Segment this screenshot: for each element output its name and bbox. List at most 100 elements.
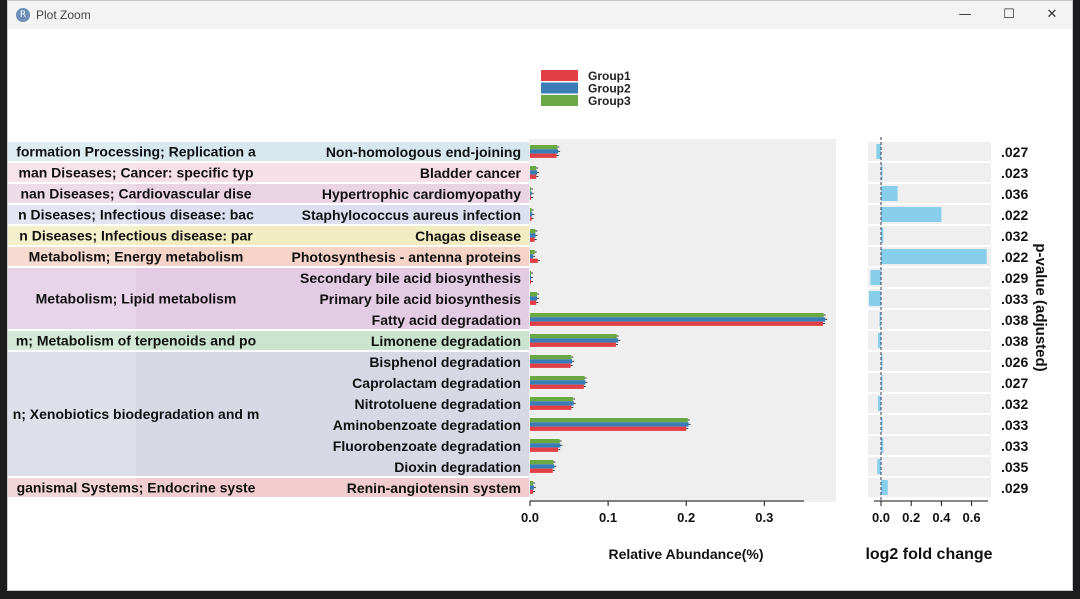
fold-row-bg bbox=[868, 352, 991, 371]
pathway-name-band-9 bbox=[264, 352, 529, 476]
abundance-bar-group3 bbox=[530, 229, 536, 234]
pathway-name-label: Renin-angiotensin system bbox=[347, 480, 521, 496]
fold-change-bar bbox=[881, 249, 987, 264]
pathway-class-label: Metabolism; Lipid metabolism bbox=[36, 291, 237, 307]
abundance-bar-group2 bbox=[530, 380, 586, 385]
pathway-class-label: m; Metabolism of terpenoids and po bbox=[16, 333, 256, 349]
abundance-x-tick-label: 0.0 bbox=[521, 510, 539, 525]
abundance-x-tick-label: 0.3 bbox=[755, 510, 773, 525]
fold-x-tick-label: 0.0 bbox=[872, 510, 890, 525]
pathway-class-label: n; Xenobiotics biodegradation and m bbox=[13, 406, 260, 422]
fold-change-bar bbox=[881, 375, 883, 390]
p-value-axis-title: p-value (adjusted) bbox=[1032, 243, 1049, 371]
fold-x-axis-title: log2 fold change bbox=[865, 546, 992, 563]
maximize-button[interactable]: ☐ bbox=[1003, 7, 1015, 22]
abundance-bar-group1 bbox=[530, 468, 553, 473]
p-value-label: .038 bbox=[1001, 333, 1028, 349]
fold-row-bg bbox=[868, 436, 991, 455]
abundance-bar-group3 bbox=[530, 313, 824, 318]
abundance-bar-group1 bbox=[530, 447, 559, 452]
pathway-band-shade-6 bbox=[8, 247, 136, 266]
abundance-bar-group3 bbox=[530, 292, 538, 297]
pathway-class-label: Metabolism; Energy metabolism bbox=[29, 249, 244, 265]
pathway-band-shade-4 bbox=[8, 205, 136, 224]
pathway-band-shade-1 bbox=[8, 142, 136, 161]
pathway-name-label: Dioxin degradation bbox=[394, 459, 521, 475]
abundance-bar-group1 bbox=[530, 237, 535, 242]
pathway-class-label: formation Processing; Replication a bbox=[16, 144, 256, 160]
abundance-bar-group3 bbox=[530, 355, 572, 360]
pathway-band-shade-10 bbox=[8, 478, 136, 497]
pathway-name-label: Bisphenol degradation bbox=[369, 354, 521, 370]
pathway-name-label: Hypertrophic cardiomyopathy bbox=[322, 186, 521, 202]
minimize-button[interactable]: — bbox=[958, 7, 972, 22]
abundance-bar-group3 bbox=[530, 334, 617, 339]
fold-change-bar bbox=[879, 312, 881, 327]
abundance-bar-group2 bbox=[530, 275, 531, 280]
window-title: Plot Zoom bbox=[36, 8, 91, 22]
abundance-bar-group2 bbox=[530, 212, 533, 217]
fold-row-bg bbox=[868, 478, 991, 497]
fold-change-bar bbox=[881, 186, 898, 201]
legend-swatch-3 bbox=[541, 95, 578, 106]
pathway-band-shade-5 bbox=[8, 226, 136, 245]
p-value-label: .032 bbox=[1001, 228, 1028, 244]
pathway-band-shade-8 bbox=[8, 331, 136, 350]
pathway-name-label: Fluorobenzoate degradation bbox=[333, 438, 521, 454]
pathway-band-shade-9 bbox=[8, 352, 136, 476]
title-bar[interactable]: R Plot Zoom — ☐ ✕ bbox=[8, 1, 1072, 29]
fold-change-bar bbox=[881, 228, 884, 243]
fold-change-bar bbox=[877, 333, 881, 348]
abundance-x-tick-label: 0.1 bbox=[599, 510, 617, 525]
pathway-name-label: Primary bile acid biosynthesis bbox=[319, 291, 521, 307]
pathway-name-label: Photosynthesis - antenna proteins bbox=[292, 249, 522, 265]
fold-row-bg bbox=[868, 289, 991, 308]
fold-row-bg bbox=[868, 268, 991, 287]
fold-row-bg bbox=[868, 184, 991, 203]
p-value-label: .022 bbox=[1001, 207, 1028, 223]
fold-row-bg bbox=[868, 373, 991, 392]
legend-label-3: Group3 bbox=[588, 94, 631, 108]
abundance-bar-group3 bbox=[530, 145, 558, 150]
abundance-bar-group3 bbox=[530, 481, 534, 486]
fold-change-bar bbox=[876, 144, 881, 159]
abundance-bar-group1 bbox=[530, 405, 572, 410]
abundance-bar-group2 bbox=[530, 485, 534, 490]
legend-label-2: Group2 bbox=[588, 82, 631, 96]
p-value-label: .033 bbox=[1001, 291, 1028, 307]
fold-change-bar bbox=[868, 291, 881, 306]
p-value-label: .033 bbox=[1001, 417, 1028, 433]
abundance-bar-group1 bbox=[530, 153, 557, 158]
fold-change-bar bbox=[881, 480, 888, 495]
abundance-bar-group3 bbox=[530, 208, 532, 213]
abundance-bar-group1 bbox=[530, 174, 537, 179]
fold-row-bg bbox=[868, 394, 991, 413]
fold-change-bar bbox=[881, 207, 942, 222]
pathway-class-label: man Diseases; Cancer: specific typ bbox=[19, 165, 254, 181]
abundance-bar-group3 bbox=[530, 439, 560, 444]
pathway-class-label: n Diseases; Infectious disease: bac bbox=[18, 207, 254, 223]
abundance-bar-group3 bbox=[530, 460, 554, 465]
r-app-icon: R bbox=[16, 8, 30, 22]
abundance-bar-group1 bbox=[530, 300, 537, 305]
p-value-label: .032 bbox=[1001, 396, 1028, 412]
p-value-label: .035 bbox=[1001, 459, 1028, 475]
abundance-bar-group2 bbox=[530, 422, 689, 427]
pathway-name-label: Non-homologous end-joining bbox=[326, 144, 521, 160]
fold-change-bar bbox=[877, 396, 881, 411]
abundance-bar-group2 bbox=[530, 233, 536, 238]
p-value-label: .029 bbox=[1001, 270, 1028, 286]
fold-x-tick-label: 0.2 bbox=[902, 510, 920, 525]
pathway-name-band-4 bbox=[264, 205, 529, 224]
fold-x-tick-label: 0.4 bbox=[932, 510, 951, 525]
legend-swatch-2 bbox=[541, 82, 578, 94]
abundance-bar-group1 bbox=[530, 489, 534, 494]
abundance-bar-group2 bbox=[530, 170, 538, 175]
abundance-bar-group1 bbox=[530, 195, 531, 200]
fold-row-bg bbox=[868, 457, 991, 476]
pathway-name-band-7 bbox=[264, 268, 529, 329]
fold-change-bar bbox=[877, 459, 881, 474]
abundance-bar-group2 bbox=[530, 254, 534, 259]
p-value-label: .023 bbox=[1001, 165, 1028, 181]
close-button[interactable]: ✕ bbox=[1046, 7, 1058, 22]
